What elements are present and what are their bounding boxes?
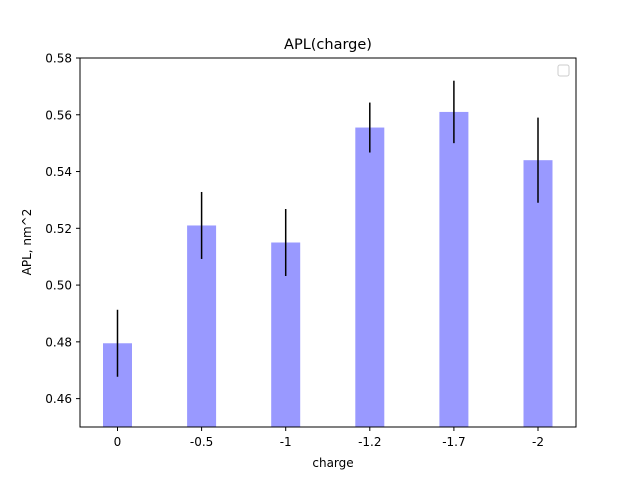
y-axis-ticks: 0.46 0.48 0.50 0.52 0.54 0.56 0.58 [45, 52, 80, 406]
y-tick-label: 0.46 [45, 392, 72, 406]
errorbars-group [116, 80, 539, 377]
y-tick-label: 0.48 [45, 335, 72, 349]
x-tick-label: 0 [114, 435, 122, 449]
bar--2 [523, 160, 553, 427]
x-axis-ticks: 0 -0.5 -1 -1.2 -1.7 -2 [114, 427, 544, 449]
plot-frame [79, 57, 577, 428]
bar--1.7 [439, 111, 469, 427]
y-tick-label: 0.52 [45, 222, 72, 236]
bar--1.2 [355, 127, 385, 428]
x-tick-label: -1.7 [442, 435, 465, 449]
chart-title: APL(charge) [284, 37, 372, 53]
x-tick-label: -1 [280, 435, 292, 449]
legend-box [557, 64, 570, 77]
x-tick-label: -2 [532, 435, 544, 449]
x-tick-label: -0.5 [190, 435, 213, 449]
y-tick-label: 0.54 [45, 165, 72, 179]
y-axis-label: APL, nm^2 [20, 209, 34, 276]
x-axis-label: charge [312, 456, 353, 470]
y-tick-label: 0.56 [45, 108, 72, 122]
y-tick-label: 0.58 [45, 52, 72, 66]
bar--0.5 [187, 225, 217, 427]
y-tick-label: 0.50 [45, 279, 72, 293]
x-tick-label: -1.2 [358, 435, 381, 449]
